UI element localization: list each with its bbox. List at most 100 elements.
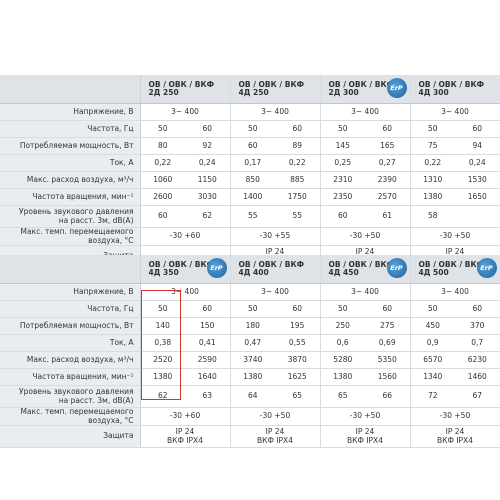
text: IP 24 [175, 427, 195, 436]
cell: 0,24 [185, 154, 231, 172]
cell: 2350 [320, 188, 365, 206]
text: на расст. 3м, dB(A) [58, 395, 134, 405]
highlight-box [141, 290, 181, 400]
cell: -30 +60 [140, 407, 231, 426]
cell: 180 [230, 317, 275, 335]
cell: 50 [320, 120, 365, 138]
cell: 0,17 [230, 154, 275, 172]
cell: 0,22 [140, 154, 185, 172]
cell: 50 [230, 300, 275, 318]
text: на расст. 3м, dB(A) [58, 215, 134, 225]
corner [0, 255, 141, 284]
text: IP 24 [265, 427, 285, 436]
cell: 0,22 [410, 154, 455, 172]
cell: 1560 [365, 368, 411, 386]
text: Уровень звукового давления [19, 387, 134, 396]
cell: 1380 [410, 188, 455, 206]
cell: 60 [365, 120, 411, 138]
cell: -30 +50 [320, 407, 411, 426]
cell: 5350 [365, 351, 411, 369]
row-label: Уровень звукового давления на расст. 3м, … [0, 385, 141, 408]
spec-table: ОВ / ОВК / ВКФ 2Д 250 ОВ / ОВК / ВКФ 4Д 250… [0, 75, 500, 268]
cell: 60 [230, 137, 275, 155]
cell: 60 [320, 205, 365, 228]
text: IP 24 [445, 247, 465, 256]
spec-row: Макс. темп. перемещаемого воздуха, °С -30… [0, 227, 500, 246]
spec-row: Потребляемая мощность, Вт 80 92 60 89 145 165 7… [0, 137, 500, 155]
cell: 1460 [455, 368, 500, 386]
text: IP 24 [265, 247, 285, 256]
cell: 850 [230, 171, 275, 189]
corner [0, 75, 141, 104]
spec-row: Ток, А 0,22 0,24 0,17 0,22 0,25 0,27 0,22 0,24 [0, 154, 500, 172]
spec-row: Потребляемая мощность, Вт 140 150 180 195 250… [0, 317, 500, 335]
cell: 1625 [275, 368, 321, 386]
cell: 0,6 [320, 334, 365, 352]
text: IP 24 [355, 247, 375, 256]
erp-badge: ErP [386, 258, 407, 278]
row-label: Частота вращения, мин⁻¹ [0, 368, 141, 386]
row-label: Уровень звукового давления на расст. 3м, … [0, 205, 141, 228]
row-label: Напряжение, В [0, 283, 141, 301]
model-header: ОВ / ОВК / ВКФ 4Д 300 [410, 75, 500, 104]
spec-row: Напряжение, В 3~ 400 3~ 400 3~ 400 3~ 400 [0, 103, 500, 121]
cell: 1380 [320, 368, 365, 386]
cell: 55 [275, 205, 321, 228]
text: ОВ / ОВК / ВКФ [418, 79, 485, 89]
text: ОВ / ОВК / ВКФ [418, 259, 485, 269]
text: Макс. темп. перемещаемого воздуха, °С [20, 227, 134, 245]
cell: 62 [140, 385, 185, 408]
cell: 0,69 [365, 334, 411, 352]
spec-row: Макс. расход воздуха, м³/ч 2520 2590 3740 38… [0, 351, 500, 369]
cell: 0,9 [410, 334, 455, 352]
cell: 72 [410, 385, 455, 408]
cell: 1380 [140, 368, 185, 386]
spec-row: Ток, А 0,38 0,41 0,47 0,55 0,6 0,69 0,9 0,7 [0, 334, 500, 352]
cell: 250 [320, 317, 365, 335]
erp-badge: ErP [206, 258, 227, 278]
cell: 6230 [455, 351, 500, 369]
spec-table: ОВ / ОВК / ВКФ 4Д 350 ErP ОВ / ОВК / ВКФ 4Д … [0, 255, 500, 448]
cell: 3~ 400 [140, 103, 231, 121]
cell: 370 [455, 317, 500, 335]
cell: 92 [185, 137, 231, 155]
model-header: ОВ / ОВК / ВКФ 4Д 450 ErP [320, 255, 411, 284]
row-label: Частота, Гц [0, 300, 141, 318]
text: ОВ / ОВК / ВКФ [148, 259, 215, 269]
cell: 1310 [410, 171, 455, 189]
cell: 0,22 [275, 154, 321, 172]
cell: 60 [275, 300, 321, 318]
cell: 1640 [185, 368, 231, 386]
text: Макс. расход воздуха, м³/ч [26, 354, 134, 364]
cell: 6570 [410, 351, 455, 369]
row-label: Потребляемая мощность, Вт [0, 137, 141, 155]
text: Напряжение, В [73, 286, 134, 296]
text: Частота, Гц [87, 123, 134, 133]
text: IP 24 [355, 427, 375, 436]
cell: 0,41 [185, 334, 231, 352]
cell: 885 [275, 171, 321, 189]
text: Защита [103, 431, 134, 441]
cell: 5280 [320, 351, 365, 369]
cell: 3~ 400 [230, 283, 321, 301]
cell: -30 +50 [410, 227, 500, 246]
cell: 1650 [455, 188, 500, 206]
cell: 50 [410, 300, 455, 318]
spec-row: Частота, Гц 50 60 50 60 50 60 50 60 [0, 120, 500, 138]
cell: 1150 [185, 171, 231, 189]
cell: 66 [365, 385, 411, 408]
cell: 75 [410, 137, 455, 155]
text: Потребляемая мощность, Вт [19, 140, 134, 150]
cell: 60 [185, 300, 231, 318]
cell: 67 [455, 385, 500, 408]
model-header: ОВ / ОВК / ВКФ 4Д 250 [230, 75, 321, 104]
text: 4Д 450 [328, 268, 359, 277]
cell: -30 +60 [140, 227, 231, 246]
cell: 0,38 [140, 334, 185, 352]
cell: 61 [365, 205, 411, 228]
cell: 3030 [185, 188, 231, 206]
header-row: ОВ / ОВК / ВКФ 2Д 250 ОВ / ОВК / ВКФ 4Д 250… [0, 75, 500, 104]
